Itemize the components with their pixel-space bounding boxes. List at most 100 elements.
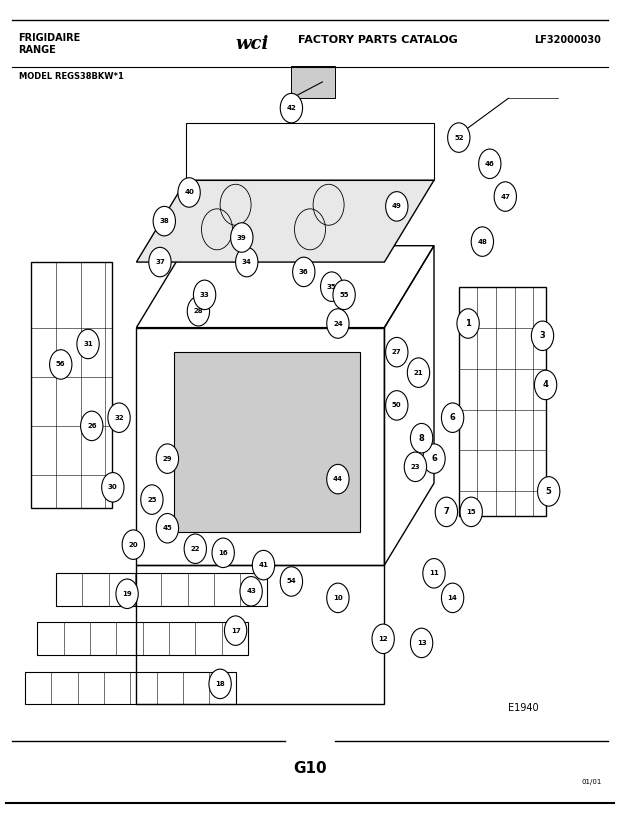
Text: 6: 6: [450, 414, 456, 422]
Text: 11: 11: [429, 570, 439, 577]
Polygon shape: [136, 180, 434, 262]
Circle shape: [141, 485, 163, 514]
Text: 7: 7: [443, 508, 449, 516]
Circle shape: [252, 550, 275, 580]
Text: 30: 30: [108, 484, 118, 491]
Text: FRIGIDAIRE: FRIGIDAIRE: [19, 33, 81, 43]
Circle shape: [122, 530, 144, 559]
Circle shape: [538, 477, 560, 506]
Circle shape: [423, 559, 445, 588]
Text: 36: 36: [299, 269, 309, 275]
Text: MODEL REGS38BKW*1: MODEL REGS38BKW*1: [19, 72, 123, 81]
Text: 43: 43: [246, 588, 256, 595]
Circle shape: [404, 452, 427, 482]
Circle shape: [494, 182, 516, 211]
Circle shape: [293, 257, 315, 287]
Text: 6: 6: [431, 455, 437, 463]
Polygon shape: [174, 352, 360, 532]
Text: 39: 39: [237, 234, 247, 241]
Circle shape: [81, 411, 103, 441]
Circle shape: [280, 93, 303, 123]
Polygon shape: [291, 66, 335, 98]
Circle shape: [441, 583, 464, 613]
Text: 52: 52: [454, 134, 464, 141]
Text: 44: 44: [333, 476, 343, 482]
Text: FACTORY PARTS CATALOG: FACTORY PARTS CATALOG: [298, 35, 458, 45]
Text: 28: 28: [193, 308, 203, 314]
Text: RANGE: RANGE: [19, 45, 56, 55]
Circle shape: [240, 577, 262, 606]
Text: 18: 18: [215, 681, 225, 687]
Circle shape: [333, 280, 355, 310]
Circle shape: [327, 464, 349, 494]
Circle shape: [193, 280, 216, 310]
Circle shape: [423, 444, 445, 473]
Circle shape: [280, 567, 303, 596]
Text: 49: 49: [392, 203, 402, 210]
Text: E1940: E1940: [508, 703, 539, 713]
Text: 56: 56: [56, 361, 66, 368]
Circle shape: [321, 272, 343, 301]
Text: 38: 38: [159, 218, 169, 224]
Text: 14: 14: [448, 595, 458, 601]
Circle shape: [386, 391, 408, 420]
Text: 37: 37: [155, 259, 165, 265]
Text: 10: 10: [333, 595, 343, 601]
Circle shape: [410, 628, 433, 658]
Text: 26: 26: [87, 423, 97, 429]
Text: 34: 34: [242, 259, 252, 265]
Circle shape: [108, 403, 130, 432]
Circle shape: [209, 669, 231, 699]
Text: 27: 27: [392, 349, 402, 355]
Circle shape: [471, 227, 494, 256]
Circle shape: [386, 192, 408, 221]
Circle shape: [531, 321, 554, 351]
Circle shape: [441, 403, 464, 432]
Circle shape: [224, 616, 247, 645]
Text: 3: 3: [539, 332, 546, 340]
Circle shape: [187, 296, 210, 326]
Text: 16: 16: [218, 550, 228, 556]
Text: 12: 12: [378, 636, 388, 642]
Text: 20: 20: [128, 541, 138, 548]
Text: 46: 46: [485, 161, 495, 167]
Text: 42: 42: [286, 105, 296, 111]
Text: 55: 55: [339, 292, 349, 298]
Text: 8: 8: [418, 434, 425, 442]
Text: 19: 19: [122, 590, 132, 597]
Text: 54: 54: [286, 578, 296, 585]
Text: 25: 25: [147, 496, 157, 503]
Text: 4: 4: [542, 381, 549, 389]
Text: 50: 50: [392, 402, 402, 409]
Circle shape: [386, 337, 408, 367]
Circle shape: [327, 309, 349, 338]
Text: 48: 48: [477, 238, 487, 245]
Circle shape: [372, 624, 394, 654]
Circle shape: [448, 123, 470, 152]
Text: 31: 31: [83, 341, 93, 347]
Text: 22: 22: [190, 545, 200, 552]
Text: 41: 41: [259, 562, 268, 568]
Circle shape: [231, 223, 253, 252]
Circle shape: [153, 206, 175, 236]
Circle shape: [102, 473, 124, 502]
Text: 21: 21: [414, 369, 423, 376]
Circle shape: [212, 538, 234, 568]
Text: 24: 24: [333, 320, 343, 327]
Circle shape: [236, 247, 258, 277]
Circle shape: [534, 370, 557, 400]
Circle shape: [156, 444, 179, 473]
Text: wci: wci: [236, 35, 269, 53]
Circle shape: [178, 178, 200, 207]
Text: 23: 23: [410, 464, 420, 470]
Text: 29: 29: [162, 455, 172, 462]
Text: 13: 13: [417, 640, 427, 646]
Circle shape: [184, 534, 206, 563]
Text: LF32000030: LF32000030: [534, 35, 601, 45]
Text: 35: 35: [327, 283, 337, 290]
Circle shape: [156, 514, 179, 543]
Circle shape: [410, 423, 433, 453]
Text: G10: G10: [293, 761, 327, 776]
Circle shape: [457, 309, 479, 338]
Circle shape: [116, 579, 138, 609]
